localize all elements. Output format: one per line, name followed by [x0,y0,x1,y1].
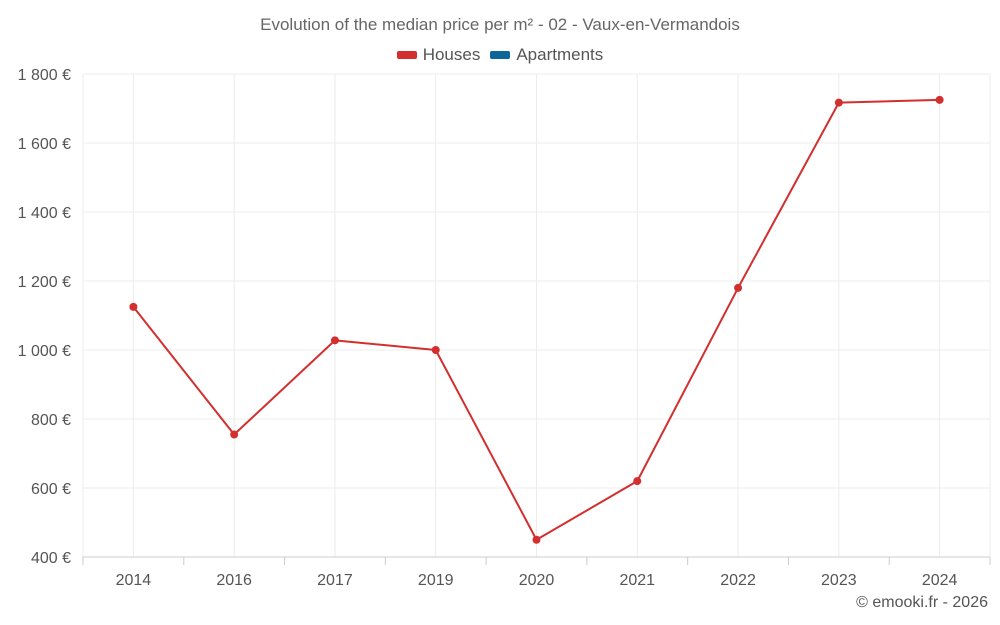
legend-label-houses: Houses [422,45,481,64]
data-point-houses [633,477,642,486]
x-tick-label: 2024 [922,572,958,589]
x-tick-label: 2022 [720,572,756,589]
data-point-houses [935,95,944,104]
y-tick-label: 800 € [31,412,71,429]
chart-title: Evolution of the median price per m² - 0… [260,15,740,34]
x-tick-label: 2019 [418,572,454,589]
legend-swatch-houses [396,51,417,59]
x-tick-label: 2020 [519,572,555,589]
copyright-credit: © emooki.fr - 2026 [856,594,988,611]
legend: Houses Apartments [0,45,1000,65]
y-tick-label: 1 400 € [18,205,71,222]
data-point-houses [330,336,339,345]
y-tick-label: 400 € [31,550,71,567]
data-point-houses [230,430,239,439]
data-point-houses [834,98,843,107]
y-tick-label: 1 800 € [18,67,71,84]
x-tick-label: 2023 [821,572,857,589]
x-tick-label: 2016 [216,572,252,589]
x-tick-label: 2017 [317,572,353,589]
legend-item-houses[interactable]: Houses [396,45,481,65]
y-tick-label: 1 200 € [18,274,71,291]
y-tick-label: 1 000 € [18,343,71,360]
x-tick-label: 2014 [116,572,152,589]
y-tick-label: 1 600 € [18,136,71,153]
legend-swatch-apartments [490,51,511,59]
data-point-houses [532,535,541,544]
y-tick-label: 600 € [31,481,71,498]
data-point-houses [129,302,138,311]
data-point-houses [431,346,440,354]
legend-item-apartments[interactable]: Apartments [490,45,603,65]
x-tick-label: 2021 [619,572,655,589]
data-point-houses [734,283,743,292]
legend-label-apartments: Apartments [516,45,604,64]
